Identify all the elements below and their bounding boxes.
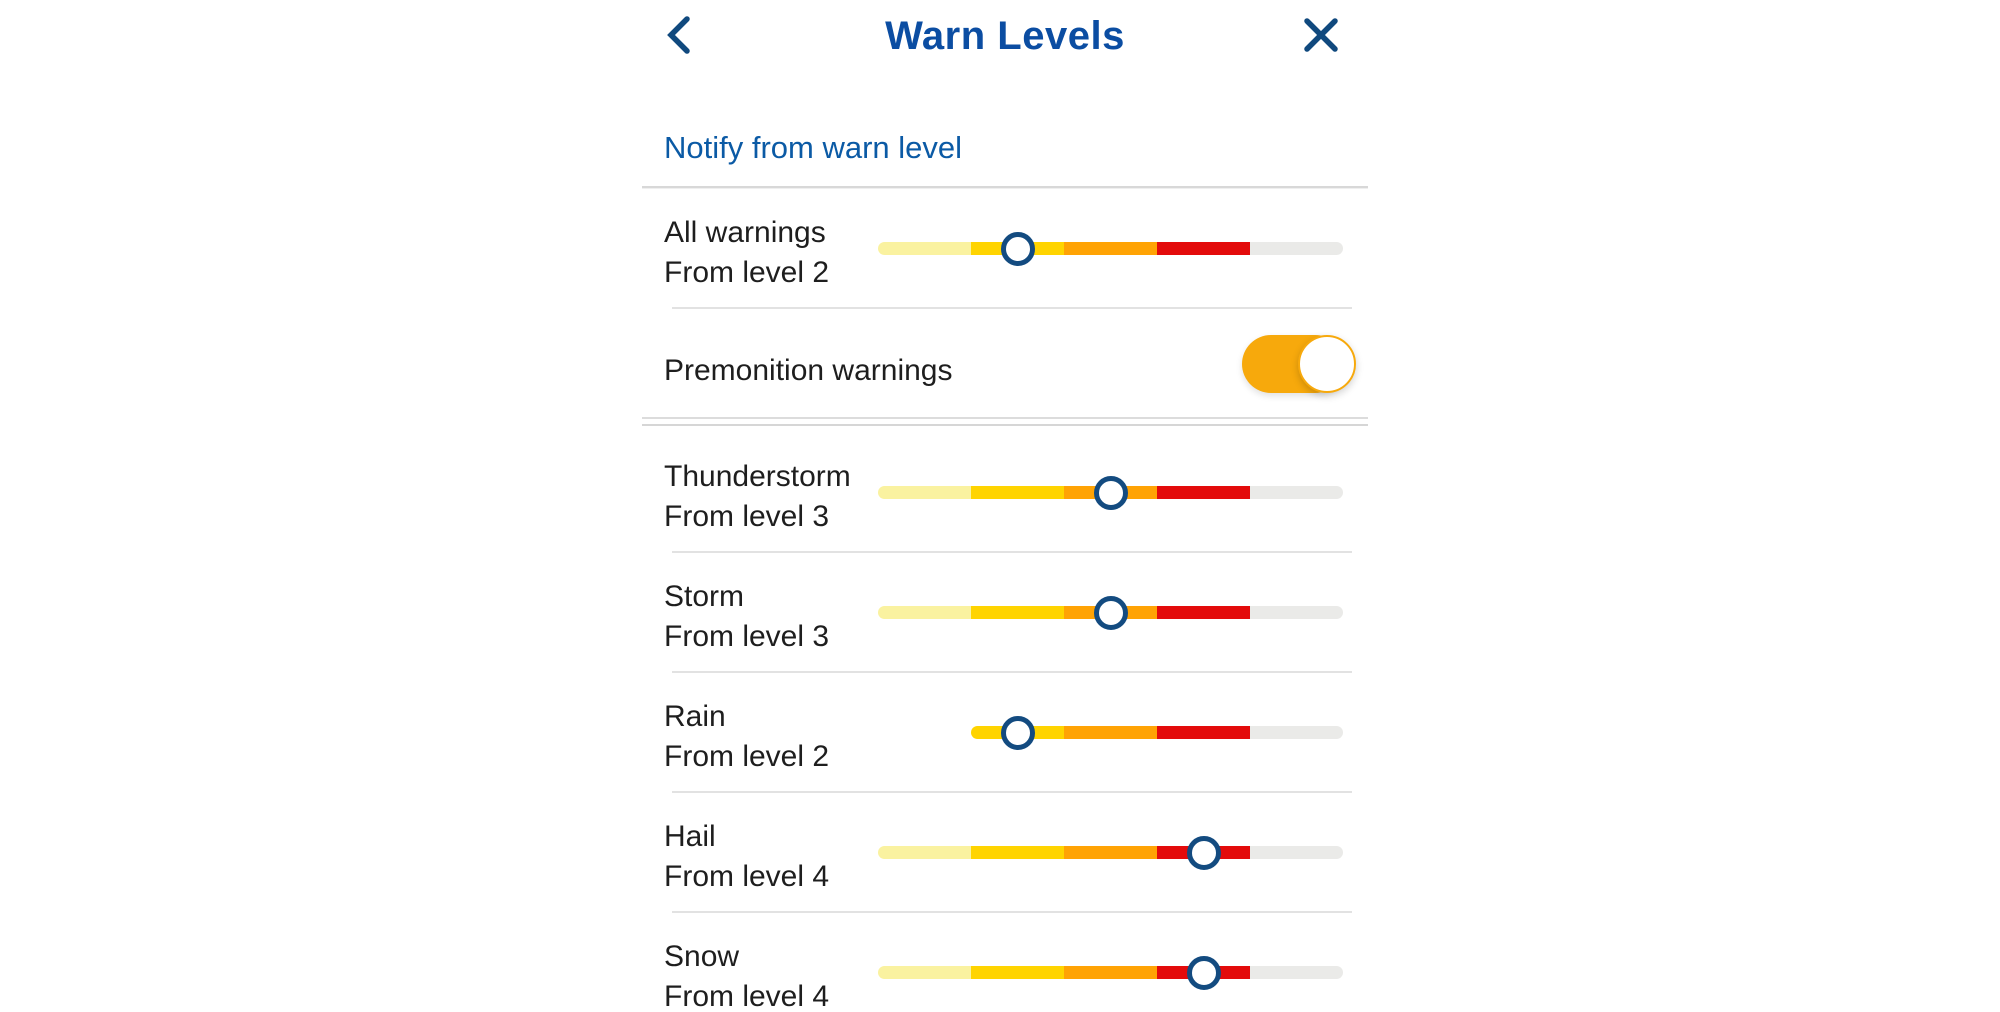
row-divider — [672, 307, 1352, 309]
slider-track[interactable] — [878, 846, 1343, 859]
slider-segment-remainder[interactable] — [1250, 606, 1343, 619]
slider-segment-level-2[interactable] — [971, 486, 1064, 499]
app-header: Warn Levels — [642, 0, 1368, 66]
slider-segment-level-1[interactable] — [878, 486, 971, 499]
close-button[interactable] — [1300, 14, 1342, 59]
slider-label: Storm — [664, 580, 745, 613]
slider-row-hail: Hail From level 4 — [642, 793, 1368, 911]
slider-labels: Storm From level 3 — [664, 577, 829, 657]
slider-segment-level-1[interactable] — [878, 606, 971, 619]
section-divider — [642, 186, 1368, 189]
slider-row-rain: Rain From level 2 — [642, 673, 1368, 791]
slider-track[interactable] — [878, 966, 1343, 979]
slider-segment-level-1[interactable] — [878, 966, 971, 979]
slider-segment-level-3[interactable] — [1064, 966, 1157, 979]
slider-segment-level-1[interactable] — [878, 846, 971, 859]
toggle-row-premonition: Premonition warnings — [642, 309, 1368, 417]
close-x-icon — [1300, 17, 1342, 59]
close-slot — [1278, 14, 1368, 59]
slider-sublabel: From level 3 — [664, 620, 830, 653]
slider-label: Hail — [664, 820, 716, 853]
warn-level-slider[interactable] — [878, 231, 1343, 266]
slider-labels: All warnings From level 2 — [664, 213, 829, 293]
warn-level-slider[interactable] — [878, 955, 1343, 990]
row-divider — [672, 791, 1352, 793]
premonition-toggle[interactable] — [1242, 335, 1356, 393]
slider-segment-level-2[interactable] — [971, 846, 1064, 859]
slider-segment-remainder[interactable] — [1250, 726, 1343, 739]
slider-handle[interactable] — [1186, 835, 1221, 870]
warn-level-slider[interactable] — [878, 715, 1343, 750]
slider-segment-remainder[interactable] — [1250, 966, 1343, 979]
slider-labels: Thunderstorm From level 3 — [664, 457, 851, 537]
slider-sublabel: From level 4 — [664, 860, 830, 893]
warn-level-slider[interactable] — [878, 595, 1343, 630]
chevron-left-icon — [664, 15, 692, 58]
slider-labels: Rain From level 2 — [664, 697, 829, 777]
slider-row-storm: Storm From level 3 — [642, 553, 1368, 671]
group-divider-line — [642, 424, 1368, 426]
warn-level-slider[interactable] — [878, 835, 1343, 870]
slider-label: Rain — [664, 700, 726, 733]
content-column: Warn Levels Notify from warn level All w… — [642, 0, 1368, 1012]
row-divider — [672, 671, 1352, 673]
slider-handle[interactable] — [1000, 231, 1035, 266]
back-button[interactable] — [664, 15, 692, 58]
row-divider — [672, 551, 1352, 553]
slider-segment-level-4[interactable] — [1157, 726, 1250, 739]
slider-track[interactable] — [878, 242, 1343, 255]
slider-sublabel: From level 3 — [664, 500, 830, 533]
toggle-label: Premonition warnings — [664, 354, 953, 387]
slider-handle[interactable] — [1093, 595, 1128, 630]
slider-segment-level-4[interactable] — [1157, 486, 1250, 499]
slider-handle[interactable] — [1000, 715, 1035, 750]
group-divider-line — [642, 417, 1368, 419]
slider-track[interactable] — [878, 606, 1343, 619]
row-divider — [672, 911, 1352, 913]
slider-handle[interactable] — [1093, 475, 1128, 510]
toggle-knob — [1298, 335, 1356, 393]
group-divider — [642, 417, 1368, 426]
slider-sublabel: From level 2 — [664, 740, 830, 773]
slider-segment-level-2[interactable] — [971, 606, 1064, 619]
back-slot — [642, 15, 732, 58]
slider-segment-remainder[interactable] — [1250, 846, 1343, 859]
slider-segment-level-3[interactable] — [1064, 726, 1157, 739]
slider-label: Thunderstorm — [664, 460, 851, 493]
slider-sublabel: From level 4 — [664, 980, 830, 1012]
slider-segment-remainder[interactable] — [1250, 486, 1343, 499]
slider-segment-level-3[interactable] — [1064, 846, 1157, 859]
slider-segment-level-2[interactable] — [971, 966, 1064, 979]
slider-row-snow: Snow From level 4 — [642, 913, 1368, 1012]
warn-level-slider[interactable] — [878, 475, 1343, 510]
slider-track[interactable] — [878, 486, 1343, 499]
section-heading: Notify from warn level — [664, 130, 963, 165]
slider-row-thunderstorm: Thunderstorm From level 3 — [642, 433, 1368, 551]
slider-segment-remainder[interactable] — [1250, 242, 1343, 255]
slider-row-all-warnings: All warnings From level 2 — [642, 189, 1368, 307]
toggle-labels: Premonition warnings — [664, 351, 952, 391]
slider-segment-level-4[interactable] — [1157, 242, 1250, 255]
slider-segment-level-1[interactable] — [878, 242, 971, 255]
slider-segment-level-3[interactable] — [1064, 242, 1157, 255]
slider-label: Snow — [664, 940, 740, 973]
slider-segment-level-4[interactable] — [1157, 606, 1250, 619]
slider-labels: Hail From level 4 — [664, 817, 829, 897]
slider-labels: Snow From level 4 — [664, 937, 829, 1012]
slider-label: All warnings — [664, 216, 826, 249]
slider-track[interactable] — [971, 726, 1343, 739]
slider-sublabel: From level 2 — [664, 256, 830, 289]
slider-handle[interactable] — [1186, 955, 1221, 990]
page-title: Warn Levels — [885, 13, 1125, 58]
